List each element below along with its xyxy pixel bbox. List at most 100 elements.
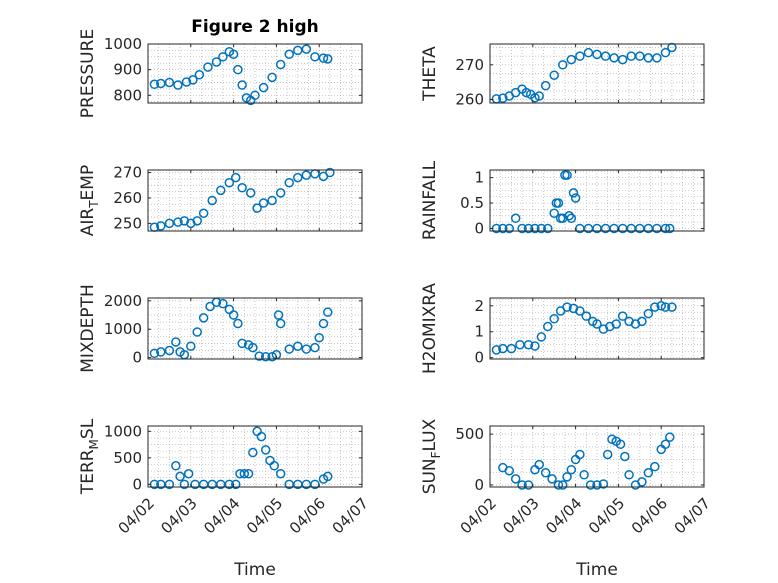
x-tick-label: 04/05	[243, 494, 286, 537]
data-point	[258, 82, 269, 93]
axes-box	[489, 425, 705, 488]
y-axis-label: TERRMSL	[78, 418, 101, 495]
y-axis-label: PRESSURE	[78, 29, 98, 118]
y-axis-label: MIXDEPTH	[78, 284, 98, 373]
data-point	[510, 213, 521, 224]
y-tick-label: 270	[455, 56, 484, 74]
data-point	[171, 337, 181, 347]
data-point	[228, 49, 239, 60]
data-point	[510, 474, 521, 484]
data-point	[260, 445, 271, 455]
data-point	[228, 310, 239, 320]
data-point	[498, 93, 508, 103]
data-point	[173, 217, 183, 227]
x-tick-label: 04/05	[585, 494, 628, 537]
data-point	[564, 211, 574, 221]
data-point	[549, 208, 559, 218]
data-point	[179, 479, 190, 490]
data-point	[310, 342, 320, 353]
data-point	[562, 302, 572, 312]
data-point	[275, 318, 286, 329]
data-point	[568, 188, 579, 198]
data-point	[506, 343, 517, 354]
data-point	[284, 344, 294, 354]
y-tick-label: 260	[455, 91, 484, 109]
y-tick-label: 900	[113, 61, 142, 79]
data-point	[530, 93, 540, 103]
data-point	[617, 54, 628, 65]
data-point	[275, 59, 286, 70]
data-point	[553, 198, 564, 208]
data-point	[656, 301, 666, 311]
data-point	[164, 345, 175, 356]
data-point	[575, 306, 585, 316]
y-tick-label: 0	[474, 349, 484, 367]
data-point	[611, 319, 622, 329]
data-point	[216, 185, 226, 196]
data-point	[617, 311, 628, 321]
data-point	[203, 62, 213, 72]
x-axis-label: Time	[575, 560, 618, 580]
data-point	[156, 347, 166, 357]
x-tick-label: 04/07	[671, 494, 714, 537]
data-point	[243, 468, 254, 479]
data-point	[517, 223, 527, 234]
data-point	[207, 195, 217, 206]
data-point	[650, 302, 660, 312]
data-point	[301, 44, 312, 54]
data-point	[652, 53, 662, 63]
subplot-2: 260 270 THETA	[420, 42, 705, 109]
x-tick-label: 04/06	[286, 494, 329, 537]
data-point	[224, 304, 235, 315]
y-axis-label: THETA	[420, 46, 440, 102]
data-point	[325, 167, 335, 178]
data-point	[592, 319, 602, 329]
data-point	[566, 54, 577, 65]
data-point	[498, 223, 508, 234]
axes-box	[147, 297, 363, 360]
data-point	[583, 47, 594, 58]
data-point	[609, 53, 619, 63]
data-point	[237, 183, 247, 193]
data-point	[188, 75, 198, 85]
data-point	[192, 327, 202, 337]
data-point	[575, 449, 585, 460]
data-point	[562, 472, 572, 482]
data-point	[660, 302, 671, 312]
data-point	[536, 223, 547, 234]
data-point	[543, 321, 553, 332]
data-point	[575, 51, 585, 61]
axes-box	[147, 425, 363, 488]
data-point	[173, 80, 183, 90]
data-point	[643, 53, 654, 63]
y-axis-label: AIRTEMP	[78, 165, 101, 236]
data-point	[284, 49, 294, 60]
subplot-1: 800 900 1000 PRESSURE Figure 2 high	[78, 17, 363, 118]
data-point	[667, 42, 677, 53]
data-point	[534, 91, 544, 101]
data-point	[523, 339, 534, 350]
data-point	[233, 318, 243, 329]
data-point	[581, 311, 592, 321]
data-point	[186, 341, 196, 351]
data-point	[183, 468, 194, 479]
data-point	[252, 203, 262, 213]
y-tick-label: 1	[474, 169, 484, 187]
data-point	[592, 480, 602, 490]
y-axis-label: RAINFALL	[420, 160, 440, 240]
data-point	[284, 177, 294, 188]
data-point	[237, 338, 247, 349]
data-point	[637, 477, 647, 487]
data-point	[260, 351, 271, 362]
data-point	[323, 307, 333, 317]
subplot-6: 0 1 2 H2OMIXRA	[420, 283, 705, 374]
data-point	[543, 223, 553, 234]
data-point	[624, 470, 634, 480]
data-point	[181, 77, 192, 87]
data-point	[293, 341, 303, 351]
data-point	[171, 461, 181, 471]
data-point	[237, 80, 247, 90]
x-tick-label: 04/03	[499, 494, 542, 537]
